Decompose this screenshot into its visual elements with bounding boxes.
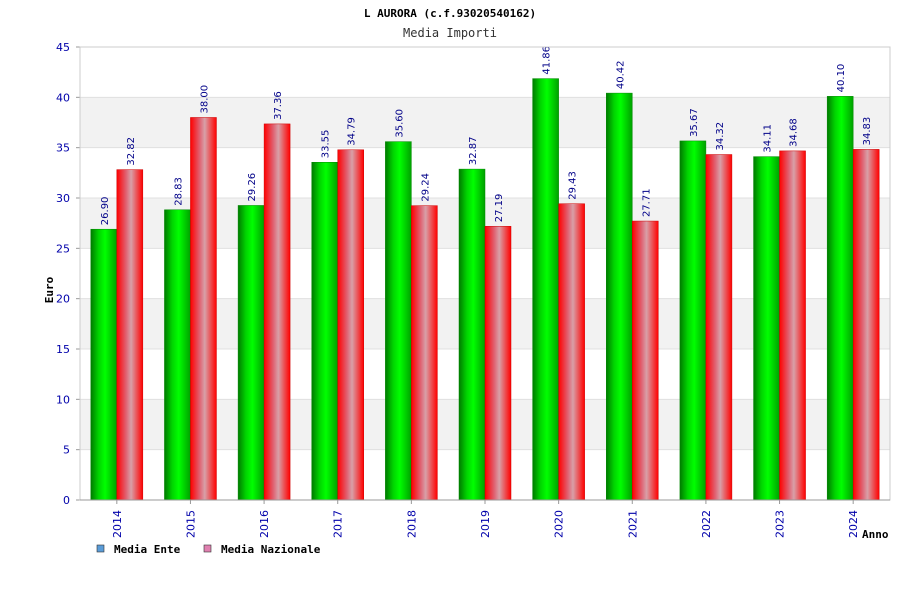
bar-media-nazionale [337,149,364,501]
legend-label-media-ente: Media Ente [114,543,181,556]
bar-media-ente [90,228,118,501]
bar-value-label: 33.55 [321,130,332,159]
bar-media-ente [532,78,559,501]
y-axis-title: Euro [43,276,56,303]
legend-swatch-media-ente [96,544,105,553]
x-axis-ticks: 2014 2015 2016 2017 2018 2019 2020 2021 2022 2023… [111,500,860,538]
bar-media-nazionale [411,205,438,501]
bars [90,78,880,501]
bar-media-nazionale [779,150,806,501]
bar-value-label: 34.11 [763,124,774,153]
x-tick-label: 2015 [184,510,197,538]
bar-media-ente [679,140,707,501]
legend: Media Ente Media Nazionale [96,543,321,556]
x-tick-label: 2017 [332,510,345,538]
bar-value-label: 35.60 [394,109,405,138]
y-tick-label: 40 [56,91,70,104]
x-tick-label: 2023 [774,510,787,538]
bar-media-ente [385,141,412,501]
bar-media-ente [237,205,265,501]
bar-value-label: 40.42 [615,60,626,89]
chart-title: L AURORA (c.f.93020540162) [364,7,536,20]
x-tick-label: 2019 [479,510,492,538]
x-axis-title: Anno [862,528,889,541]
bar-value-label: 29.43 [568,171,579,200]
y-tick-label: 45 [56,41,70,54]
y-tick-label: 25 [56,242,70,255]
y-tick-label: 35 [56,142,70,155]
legend-swatch-media-nazionale [203,544,212,553]
y-tick-label: 20 [56,293,70,306]
bar-value-label: 40.10 [836,64,847,93]
bar-value-label: 34.79 [347,117,358,146]
y-tick-label: 15 [56,343,70,356]
bar-media-nazionale [632,220,659,501]
legend-label-media-nazionale: Media Nazionale [221,543,321,556]
bar-media-ente [753,156,780,501]
bar-value-labels: 26.90 32.82 28.83 38.00 29.26 37.36 33.55 34.79… [100,46,873,225]
bar-value-label: 32.87 [468,136,479,165]
bar-media-nazionale [852,149,880,501]
x-tick-label: 2014 [111,510,124,538]
x-tick-label: 2020 [553,510,566,538]
bar-media-nazionale [263,123,291,501]
bar-value-label: 38.00 [199,85,210,114]
bar-value-label: 37.36 [273,91,284,120]
x-tick-label: 2016 [258,510,271,538]
x-tick-label: 2021 [626,510,639,538]
bar-media-ente [826,96,854,501]
chart-subtitle: Media Importi [403,26,497,40]
bar-value-label: 29.24 [420,173,431,202]
bar-media-nazionale [705,154,733,501]
bar-value-label: 35.67 [689,108,700,137]
x-tick-label: 2024 [847,510,860,538]
bar-value-label: 32.82 [126,137,137,166]
bar-value-label: 34.68 [789,118,800,147]
x-tick-label: 2022 [700,510,713,538]
bar-media-nazionale [116,169,144,501]
bar-value-label: 26.90 [100,197,111,226]
bar-value-label: 34.83 [862,117,873,146]
bar-media-nazionale [558,203,585,501]
bar-media-nazionale [190,117,217,501]
x-tick-label: 2018 [405,510,418,538]
bar-media-ente [164,209,191,501]
bar-media-ente [458,168,486,501]
y-tick-label: 10 [56,393,70,406]
y-tick-label: 5 [63,444,70,457]
bar-value-label: 34.32 [715,122,726,151]
y-tick-label: 0 [63,494,70,507]
y-axis-ticks: 0 5 10 15 20 25 30 35 40 45 [56,41,80,507]
bar-media-nazionale [484,226,512,501]
bar-media-ente [311,162,338,501]
bar-media-ente [606,92,633,501]
bar-value-label: 27.19 [494,194,505,223]
bar-value-label: 41.86 [542,46,553,75]
bar-value-label: 29.26 [247,173,258,202]
y-tick-label: 30 [56,192,70,205]
bar-value-label: 28.83 [173,177,184,206]
bar-value-label: 27.71 [641,188,652,217]
